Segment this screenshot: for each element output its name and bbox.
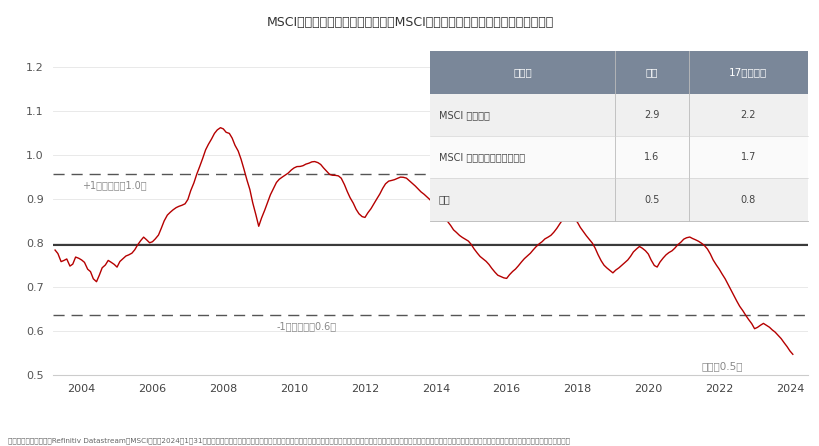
Text: 相對: 相對 — [438, 194, 450, 205]
Text: 資料來源：瀚亞投資、Refinitiv Datastream、MSCI。截至2024年1月31日。請注意，使用該等指數作為相應資產類別／行業過去表現的指標有其限: 資料來源：瀚亞投資、Refinitiv Datastream、MSCI。截至20… — [8, 437, 569, 444]
Text: MSCI 世界指數: MSCI 世界指數 — [438, 110, 489, 120]
Text: 17年平均值: 17年平均值 — [728, 67, 767, 78]
Text: 1.7: 1.7 — [740, 152, 755, 162]
Text: MSCI 亞洲（日本除外）指數: MSCI 亞洲（日本除外）指數 — [438, 152, 524, 162]
Text: 0.5: 0.5 — [644, 194, 658, 205]
Text: 0.8: 0.8 — [740, 194, 755, 205]
Text: 最新: 最新 — [645, 67, 658, 78]
Text: 1.6: 1.6 — [644, 152, 658, 162]
Text: 目前：0.5倍: 目前：0.5倍 — [700, 361, 742, 372]
Text: 市帳率: 市帳率 — [513, 67, 532, 78]
Text: -1個標準差：0.6倍: -1個標準差：0.6倍 — [276, 321, 336, 331]
Text: 2.2: 2.2 — [740, 110, 755, 120]
Text: MSCI亞洲（日本除外）指數相對於MSCI所有國家世界指數的過去市帳率（倍）: MSCI亞洲（日本除外）指數相對於MSCI所有國家世界指數的過去市帳率（倍） — [266, 16, 553, 29]
Text: 2.9: 2.9 — [644, 110, 658, 120]
Text: +1個標準差：1.0倍: +1個標準差：1.0倍 — [82, 180, 146, 190]
